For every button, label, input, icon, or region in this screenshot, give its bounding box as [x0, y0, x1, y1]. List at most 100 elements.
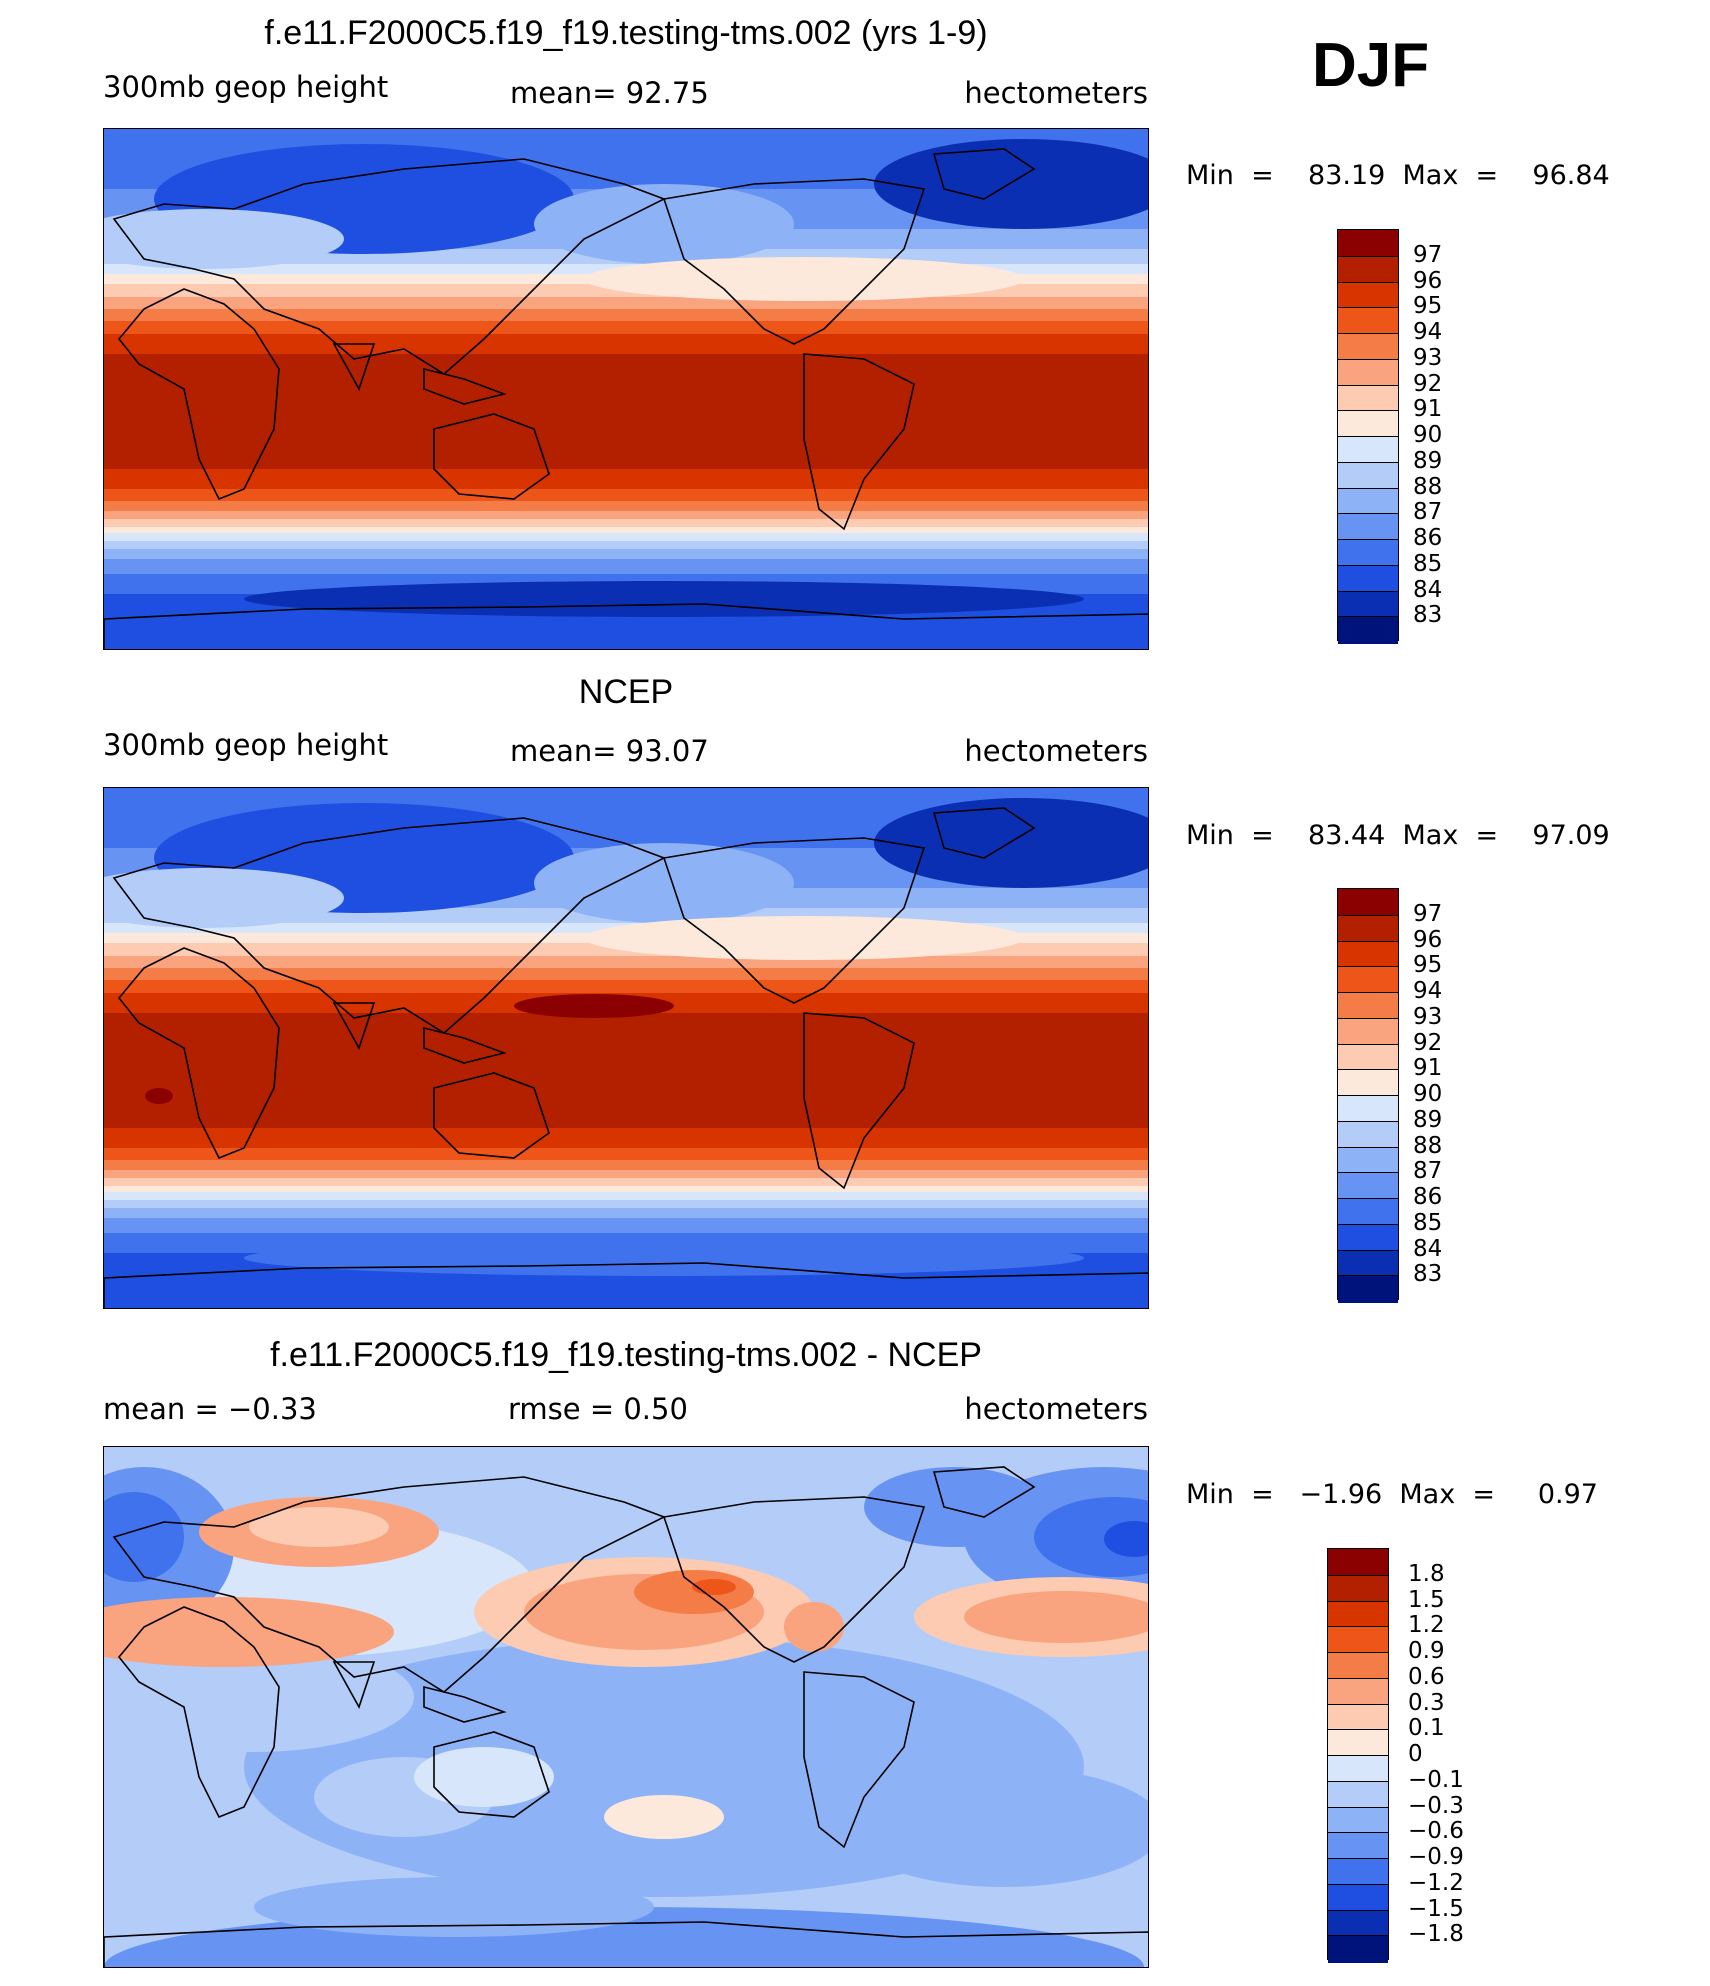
coastline — [117, 947, 280, 1160]
contour-blob — [104, 1492, 184, 1582]
colorbar-segment — [1338, 1198, 1398, 1226]
contour-band — [104, 354, 1148, 469]
contour-band — [104, 321, 1148, 334]
colorbar-segment — [1338, 410, 1398, 438]
contour-band — [104, 1218, 1148, 1233]
contour-band — [104, 1186, 1148, 1192]
colorbar-tick-label: 93 — [1413, 344, 1443, 371]
colorbar-tick-label: 1.5 — [1408, 1586, 1445, 1613]
contour-blob — [584, 916, 1024, 960]
coastline — [332, 1002, 376, 1050]
contour-blob — [254, 1877, 654, 1937]
contour-band — [104, 511, 1148, 519]
colorbar-tick-label: 91 — [1413, 396, 1443, 423]
panel-left-label: 300mb geop height — [103, 70, 389, 104]
colorbar-tick-label: −1.5 — [1408, 1895, 1464, 1922]
colorbar-segment — [1338, 513, 1398, 541]
min-max-readout: Min = 83.19 Max = 96.84 — [1186, 160, 1610, 191]
colorbar-segment — [1328, 1832, 1388, 1860]
colorbar-tick-label: 93 — [1413, 1003, 1443, 1030]
contour-band — [104, 1128, 1148, 1148]
colorbar — [1337, 888, 1399, 1303]
contour-blob — [844, 1767, 1148, 1887]
panel-title: NCEP — [578, 673, 674, 711]
colorbar-tick-label: 0.6 — [1408, 1663, 1445, 1690]
colorbar-tick-label: 85 — [1413, 550, 1443, 577]
contour-band — [104, 1200, 1148, 1208]
colorbar-tick-label: 95 — [1413, 952, 1443, 979]
colorbar-tick-label: 94 — [1413, 978, 1443, 1004]
contour-band — [104, 309, 1148, 321]
colorbar-segment — [1338, 616, 1398, 644]
coastline — [112, 817, 666, 1034]
contour-band — [104, 501, 1148, 511]
panel-right-label: hectometers — [964, 1392, 1148, 1426]
contour-band — [104, 559, 1148, 574]
colorbar-tick-label: 86 — [1413, 525, 1443, 551]
colorbar-segment — [1328, 1652, 1388, 1680]
contour-band — [104, 980, 1148, 993]
contour-blob — [964, 1591, 1148, 1643]
coastline — [112, 1476, 666, 1693]
colorbar-segment — [1328, 1574, 1388, 1602]
colorbar-segment — [1338, 914, 1398, 942]
coastline — [104, 1921, 1148, 1967]
map-plot-diff — [103, 1446, 1149, 1968]
colorbar-tick-label: 1.8 — [1408, 1560, 1445, 1587]
contour-band — [104, 968, 1148, 980]
panel-right-label: hectometers — [964, 76, 1148, 110]
contour-band — [104, 1192, 1148, 1200]
contour-band — [104, 1170, 1148, 1178]
colorbar-tick-label: 96 — [1413, 267, 1443, 294]
colorbar-segment — [1338, 1043, 1398, 1071]
panel-left-label: mean = −0.33 — [103, 1392, 317, 1426]
colorbar-tick-label: 0.1 — [1408, 1715, 1445, 1742]
colorbar-segment — [1328, 1677, 1388, 1705]
coastline — [932, 148, 1036, 200]
contour-blob — [1034, 1497, 1148, 1577]
contour-blob — [604, 1795, 724, 1839]
colorbar-segment — [1338, 992, 1398, 1020]
coastline — [423, 1685, 507, 1723]
coastline — [932, 807, 1036, 859]
colorbar-segment — [1328, 1755, 1388, 1783]
contour-blob — [244, 581, 1084, 617]
coastline — [803, 353, 915, 531]
coastline — [117, 1606, 280, 1819]
colorbar-segment — [1338, 436, 1398, 464]
panel-title: f.e11.F2000C5.f19_f19.testing-tms.002 (y… — [264, 14, 988, 52]
colorbar-segment — [1338, 461, 1398, 489]
colorbar-tick-label: 84 — [1413, 576, 1443, 603]
colorbar-segment — [1338, 1223, 1398, 1251]
coastline — [803, 1671, 915, 1849]
colorbar-segment — [1328, 1883, 1388, 1911]
coastline — [433, 1072, 550, 1159]
colorbar-tick-label: 87 — [1413, 1158, 1443, 1185]
coastline — [433, 1731, 550, 1818]
contour-band — [104, 549, 1148, 559]
coastline — [117, 288, 280, 501]
colorbar-segment — [1338, 940, 1398, 968]
colorbar-segment — [1338, 590, 1398, 618]
contour-blob — [1104, 1521, 1148, 1557]
colorbar-segment — [1328, 1858, 1388, 1886]
contour-map — [104, 1447, 1148, 1967]
colorbar-segment — [1338, 1172, 1398, 1200]
colorbar-segment — [1328, 1600, 1388, 1628]
colorbar-segment — [1338, 1146, 1398, 1174]
colorbar-tick-label: 90 — [1413, 422, 1443, 448]
colorbar-tick-label: 89 — [1413, 447, 1443, 474]
colorbar-segment — [1338, 281, 1398, 309]
colorbar-tick-label: 88 — [1413, 473, 1443, 500]
colorbar-segment — [1338, 307, 1398, 335]
colorbar-segment — [1328, 1806, 1388, 1834]
colorbar-segment — [1328, 1626, 1388, 1654]
coastline — [423, 1026, 507, 1064]
colorbar-segment — [1338, 1017, 1398, 1045]
colorbar-segment — [1328, 1703, 1388, 1731]
colorbar-segment — [1338, 358, 1398, 386]
colorbar-tick-label: 92 — [1413, 370, 1443, 397]
coastline — [104, 1262, 1148, 1308]
contour-blob — [145, 1088, 173, 1104]
contour-blob — [514, 994, 674, 1018]
